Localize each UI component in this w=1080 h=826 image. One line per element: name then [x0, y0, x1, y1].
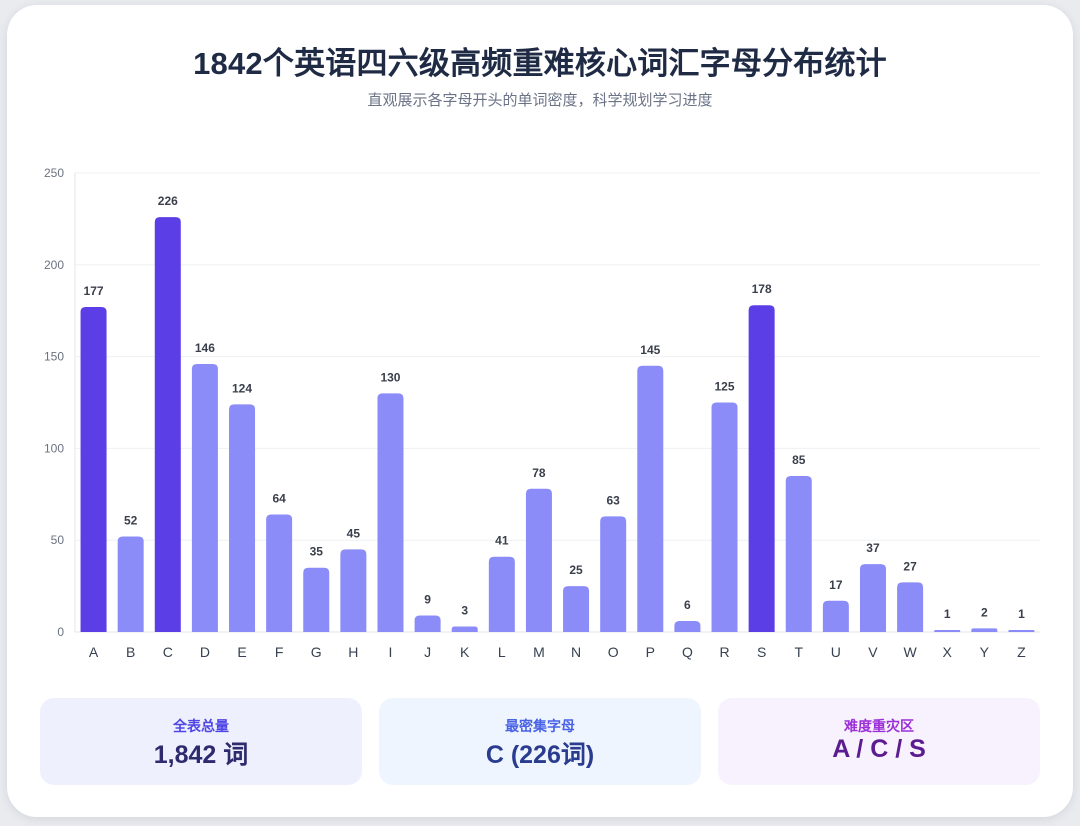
y-tick-label: 0 — [57, 625, 64, 639]
stat-hard-value: A / C / S — [832, 735, 926, 763]
stat-hard-label: 难度重灾区 — [844, 718, 914, 734]
x-tick-label-w: W — [903, 644, 917, 660]
bar-a — [80, 307, 107, 632]
data-label-t: 85 — [792, 453, 806, 467]
bar-f — [266, 514, 293, 632]
x-tick-label-v: V — [868, 644, 878, 660]
bar-x — [934, 630, 961, 632]
data-label-m: 78 — [532, 466, 546, 480]
chart-card — [7, 5, 1073, 817]
y-tick-label: 150 — [44, 350, 64, 364]
bar-h — [340, 549, 367, 632]
bar-k — [451, 626, 478, 632]
chart-subtitle: 直观展示各字母开头的单词密度，科学规划学习进度 — [367, 92, 713, 109]
bar-v — [859, 564, 886, 632]
x-tick-label-t: T — [794, 644, 803, 660]
data-label-f: 64 — [272, 491, 286, 505]
bar-g — [303, 567, 330, 632]
stat-card-densest: 最密集字母 C (226词) — [379, 698, 701, 785]
data-label-l: 41 — [495, 534, 509, 548]
chart-title: 1842个英语四六级高频重难核心词汇字母分布统计 — [193, 46, 887, 81]
data-label-z: 1 — [1018, 607, 1025, 621]
bar-s — [748, 305, 775, 632]
bar-m — [525, 488, 552, 632]
x-tick-label-y: Y — [980, 644, 990, 660]
stat-densest-label: 最密集字母 — [505, 718, 575, 734]
y-tick-label: 100 — [44, 441, 64, 455]
x-tick-label-i: I — [389, 644, 393, 660]
data-label-s: 178 — [752, 282, 772, 296]
x-tick-label-u: U — [831, 644, 841, 660]
stat-densest-value: C (226词) — [485, 741, 595, 769]
bar-u — [822, 600, 849, 632]
bar-p — [637, 365, 664, 632]
bar-chart: 0 50 100 150 200 250 177 A 52 B 226 C 146 D 124 E 64 F 35 G… — [44, 166, 1040, 660]
data-label-v: 37 — [866, 541, 880, 555]
bar-w — [897, 582, 924, 632]
data-label-c: 226 — [158, 194, 178, 208]
x-tick-label-l: L — [498, 644, 506, 660]
bar-q — [674, 620, 701, 632]
data-label-p: 145 — [640, 343, 660, 357]
x-tick-label-s: S — [757, 644, 766, 660]
x-tick-label-d: D — [200, 644, 210, 660]
bar-n — [563, 586, 590, 632]
data-label-d: 146 — [195, 341, 215, 355]
y-tick-label: 50 — [51, 533, 65, 547]
data-label-a: 177 — [84, 284, 104, 298]
bar-j — [414, 615, 441, 632]
x-tick-label-g: G — [311, 644, 322, 660]
x-tick-label-b: B — [126, 644, 135, 660]
bar-i — [377, 393, 404, 632]
stat-card-total: 全表总量 1,842 词 — [40, 698, 362, 785]
bar-c — [154, 217, 181, 632]
bar-o — [600, 516, 627, 632]
data-label-g: 35 — [310, 545, 324, 559]
data-label-n: 25 — [569, 563, 583, 577]
x-tick-label-n: N — [571, 644, 581, 660]
data-label-h: 45 — [347, 526, 361, 540]
data-label-j: 9 — [424, 592, 431, 606]
bar-e — [229, 404, 256, 632]
data-label-x: 1 — [944, 607, 951, 621]
stat-total-value: 1,842 词 — [153, 741, 249, 769]
x-tick-label-k: K — [460, 644, 470, 660]
bar-d — [191, 363, 218, 632]
bar-r — [711, 402, 738, 632]
stat-card-hard: 难度重灾区 A / C / S — [718, 698, 1040, 785]
data-label-q: 6 — [684, 598, 691, 612]
x-tick-label-p: P — [646, 644, 655, 660]
x-tick-label-x: X — [943, 644, 953, 660]
x-tick-label-j: J — [424, 644, 431, 660]
data-label-w: 27 — [903, 559, 917, 573]
data-label-y: 2 — [981, 605, 988, 619]
data-label-u: 17 — [829, 578, 843, 592]
data-label-r: 125 — [715, 380, 735, 394]
stat-total-label: 全表总量 — [173, 718, 229, 734]
y-tick-label: 250 — [44, 166, 64, 180]
bar-y — [971, 628, 998, 632]
x-tick-label-c: C — [163, 644, 173, 660]
x-tick-label-o: O — [608, 644, 619, 660]
x-tick-label-z: Z — [1017, 644, 1026, 660]
bar-b — [117, 536, 144, 632]
x-tick-label-m: M — [533, 644, 545, 660]
x-tick-label-q: Q — [682, 644, 693, 660]
x-tick-label-r: R — [719, 644, 729, 660]
x-tick-label-e: E — [237, 644, 246, 660]
bar-l — [488, 556, 515, 632]
bar-t — [785, 475, 812, 632]
x-tick-label-f: F — [275, 644, 284, 660]
bar-z — [1008, 630, 1035, 632]
data-label-e: 124 — [232, 381, 252, 395]
data-label-b: 52 — [124, 514, 138, 528]
x-tick-label-h: H — [348, 644, 358, 660]
data-label-i: 130 — [380, 370, 400, 384]
data-label-k: 3 — [461, 603, 468, 617]
y-tick-label: 200 — [44, 258, 64, 272]
data-label-o: 63 — [606, 493, 620, 507]
x-tick-label-a: A — [89, 644, 99, 660]
